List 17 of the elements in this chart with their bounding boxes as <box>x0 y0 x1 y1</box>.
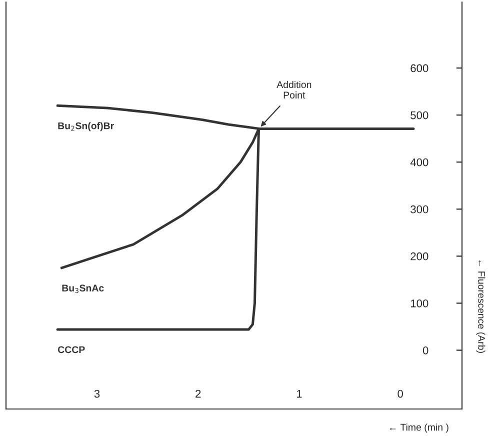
y-axis-title: ← Fluorescence (Arb) <box>476 260 486 353</box>
series-label: CCCP <box>58 346 85 354</box>
x-tick-label: 1 <box>296 390 302 398</box>
x-axis-title: ← Time (min ) <box>390 424 448 433</box>
y-tick-label: 300 <box>410 205 428 214</box>
y-tick-label: 500 <box>410 111 428 120</box>
x-tick-label: 0 <box>398 390 403 398</box>
y-tick-label: 600 <box>410 64 428 72</box>
y-tick-label: 200 <box>410 252 428 260</box>
series-label: Bu$_{2}$Sn(of)Br <box>58 122 114 132</box>
x-tick-label: 2 <box>196 390 201 398</box>
y-tick-label: 400 <box>410 158 428 166</box>
y-tick-label: 100 <box>410 299 428 308</box>
x-tick-label: 3 <box>94 390 100 398</box>
annotation: Addition Point <box>276 80 312 99</box>
series-label: Bu$_{3}$SnAc <box>62 284 104 294</box>
y-tick-label: 0 <box>422 346 428 354</box>
